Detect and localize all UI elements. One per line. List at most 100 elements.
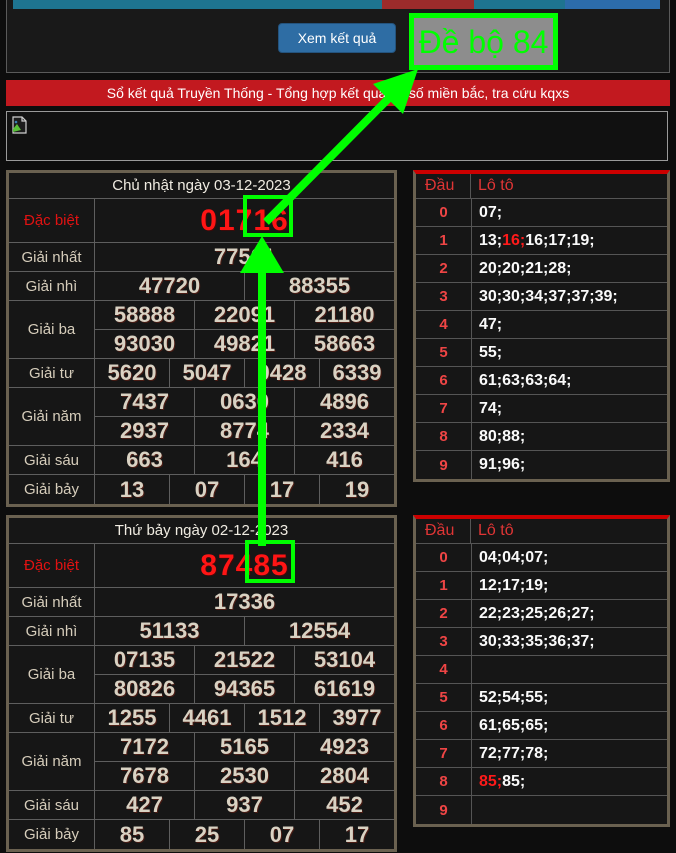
prize-value: 21522: [194, 646, 294, 674]
prize-value: 17336: [213, 589, 276, 614]
prize-value: 22091: [194, 301, 294, 329]
loto-number: 37;: [548, 287, 572, 305]
loto-number: 88;: [502, 427, 526, 445]
loto-number: 72;: [479, 744, 503, 762]
prize-row: Giải ba 07135 21522 53104 80826 94365 61619: [9, 646, 394, 704]
prize-row: Giải nhất 77561: [9, 243, 394, 272]
prize-value: 07135: [113, 647, 176, 672]
loto-row: 4: [416, 656, 667, 684]
prize-values: 85 25 07 17: [95, 820, 394, 849]
prize-values: 17336: [95, 588, 394, 616]
loto-number: 61;: [479, 371, 503, 389]
prize-row: Giải nhì 51133 12554: [9, 617, 394, 646]
loto-row: 3 30; 33; 35; 36; 37;: [416, 628, 667, 656]
prize-subrow: 2937 8774 2334: [95, 416, 394, 445]
prize-value: 19: [319, 475, 394, 504]
prize-value: 07: [169, 475, 244, 504]
loto-number: 30;: [479, 287, 503, 305]
broken-image-icon: [12, 116, 27, 134]
prize-label: Đặc biệt: [9, 199, 95, 242]
prize-value: 17: [319, 820, 394, 849]
prize-values: 77561: [95, 243, 394, 271]
prize-values: 01716: [95, 199, 394, 242]
loto-values: 52; 54; 55;: [472, 684, 667, 711]
topbar-segment: [474, 0, 565, 9]
prize-value: 58888: [113, 302, 176, 327]
prize-value: 1512: [244, 704, 319, 732]
loto-number: 63;: [502, 371, 526, 389]
prize-value: 663: [126, 447, 163, 472]
loto-number: 61;: [479, 716, 503, 734]
prize-subrow: 47720 88355: [95, 272, 394, 300]
loto-number: 16;: [502, 231, 526, 249]
loto-values-column-label: Lô tô: [478, 177, 514, 194]
prize-subrow: 7678 2530 2804: [95, 761, 394, 790]
loto-values: 04; 04; 07;: [472, 544, 667, 571]
prize-value: 12554: [244, 617, 394, 645]
loto-digit: 2: [416, 255, 472, 282]
prize-subrow: 7172 5165 4923: [95, 733, 394, 761]
loto-digit: 2: [416, 600, 472, 627]
prize-subrow: 1255 4461 1512 3977: [95, 704, 394, 732]
loto-number: 64;: [548, 371, 572, 389]
prize-row: Giải nhất 17336: [9, 588, 394, 617]
prize-value: 7437: [120, 389, 169, 414]
loto-number: 96;: [502, 456, 526, 473]
prize-subrow: 7437 0630 4896: [95, 388, 394, 416]
prize-value: 77561: [213, 244, 276, 269]
prize-subrow: 51133 12554: [95, 617, 394, 645]
loto-digit: 5: [416, 684, 472, 711]
prize-value: 94365: [194, 675, 294, 703]
loto-number: 16;: [525, 231, 549, 249]
prize-label: Giải nhất: [9, 588, 95, 616]
prize-label: Giải năm: [9, 388, 95, 445]
loto-number: 26;: [548, 604, 572, 622]
loto-number: 55;: [525, 688, 549, 706]
prize-values: 1255 4461 1512 3977: [95, 704, 394, 732]
prize-label: Giải tư: [9, 359, 95, 387]
prize-values: 7437 0630 4896 2937 8774 2334: [95, 388, 394, 445]
loto-values: 30; 30; 34; 37; 37; 39;: [472, 283, 667, 310]
prize-value: 4461: [169, 704, 244, 732]
loto-digit: 7: [416, 395, 472, 422]
prize-value: 2334: [294, 417, 394, 445]
loto-number: 07;: [479, 203, 503, 221]
loto-number: 17;: [548, 231, 572, 249]
loto-number: 27;: [571, 604, 595, 622]
loto-number: 65;: [502, 716, 526, 734]
loto-values: 07;: [472, 199, 667, 226]
prize-label: Giải năm: [9, 733, 95, 790]
draw-title: Chủ nhật ngày 03-12-2023: [9, 173, 394, 199]
prize-value: 2804: [294, 762, 394, 790]
loto-head-column-label: Đầu: [416, 519, 471, 543]
prize-subrow: 5620 5047 0428 6339: [95, 359, 394, 387]
loto-number: 13;: [479, 231, 503, 249]
view-results-button[interactable]: Xem kết quả: [278, 23, 396, 53]
loto-number: 30;: [479, 632, 503, 650]
loto-header-row: Đầu Lô tô: [416, 174, 667, 199]
prize-value: 25: [169, 820, 244, 849]
loto-number: 65;: [525, 716, 549, 734]
loto-number: 78;: [525, 744, 549, 762]
prize-row: Đặc biệt 87485: [9, 544, 394, 588]
loto-number: 37;: [571, 632, 595, 650]
prize-value: 4896: [294, 388, 394, 416]
prize-label: Đặc biệt: [9, 544, 95, 587]
prize-label: Giải nhì: [9, 272, 95, 300]
loto-digit: 5: [416, 339, 472, 366]
loto-header-row: Đầu Lô tô: [416, 519, 667, 544]
image-placeholder: [6, 111, 668, 161]
prize-value: 3977: [319, 704, 394, 732]
prize-value: 61619: [294, 675, 394, 703]
prize-value: 5620: [107, 360, 157, 385]
loto-number: 04;: [502, 548, 526, 566]
result-table-1: Chủ nhật ngày 03-12-2023 Đặc biệt 01716 Giả…: [6, 170, 397, 507]
loto-values: 55;: [472, 339, 667, 366]
topbar: [13, 0, 660, 9]
loto-row: 8 80; 88;: [416, 423, 667, 451]
prize-values: 51133 12554: [95, 617, 394, 645]
loto-number: 17;: [502, 576, 526, 594]
prize-value: 2937: [120, 418, 169, 443]
prize-value: 1255: [107, 705, 157, 730]
prize-value: 452: [294, 791, 394, 819]
